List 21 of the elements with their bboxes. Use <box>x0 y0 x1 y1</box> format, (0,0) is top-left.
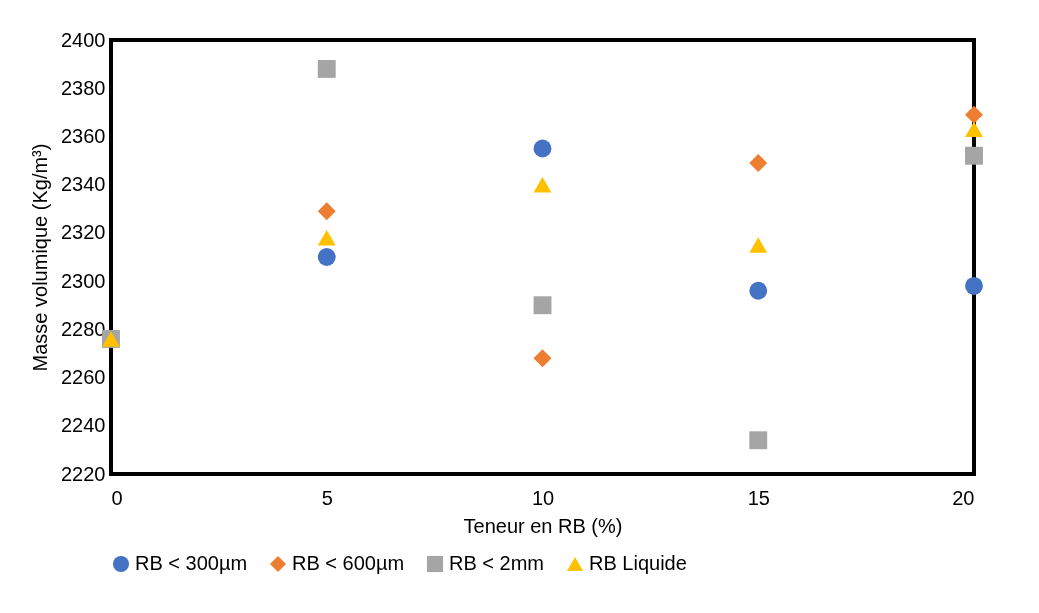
legend-label: RB < 300µm <box>135 552 248 574</box>
x-tick-label: 15 <box>747 486 770 509</box>
legend-label: RB < 2mm <box>449 552 545 574</box>
y-tick-label: 2360 <box>61 124 106 147</box>
x-tick-label: 10 <box>531 486 555 509</box>
y-tick-label: 2280 <box>61 317 106 340</box>
y-tick-label: 2260 <box>61 366 106 389</box>
y-tick-label: 2340 <box>61 173 106 196</box>
legend-label: RB Liquide <box>589 552 687 574</box>
x-axis-title: Teneur en RB (%) <box>463 514 623 537</box>
y-tick-label: 2240 <box>61 414 106 437</box>
y-tick-label: 2320 <box>61 221 106 244</box>
y-tick-label: 2300 <box>61 269 106 292</box>
y-axis-title: Masse volumique (Kg/m³) <box>29 143 52 372</box>
legend-label: RB < 600µm <box>292 552 405 574</box>
x-tick-label: 5 <box>321 486 333 509</box>
y-tick-label: 2400 <box>61 28 106 51</box>
y-tick-label: 2220 <box>61 462 106 485</box>
x-tick-label: 0 <box>111 486 123 509</box>
y-tick-label: 2380 <box>61 76 106 99</box>
x-tick-label: 20 <box>952 486 975 509</box>
